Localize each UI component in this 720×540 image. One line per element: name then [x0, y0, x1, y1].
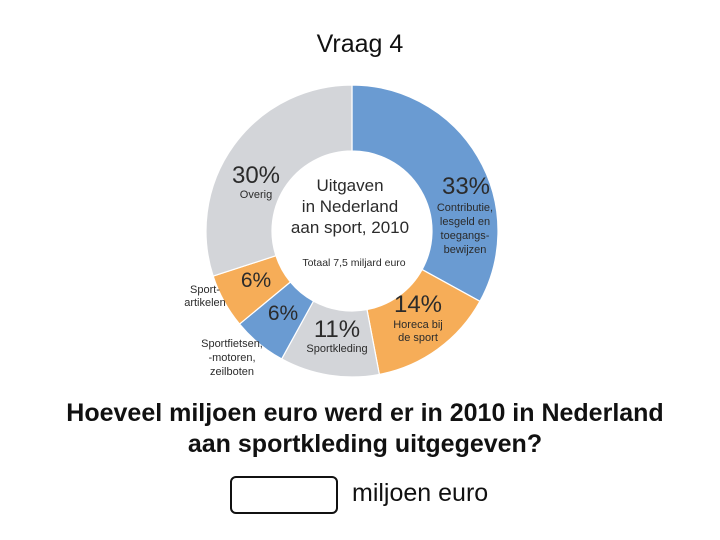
slice-percent-label: 14%	[394, 291, 442, 318]
slice-percent-label: 11%	[314, 316, 360, 343]
slice-category-label: Horeca bij de sport	[393, 319, 443, 344]
slice-category-label: Overig	[240, 189, 272, 201]
slice-percent-label: 33%	[442, 173, 490, 200]
center-subtitle: Totaal 7,5 miljard euro	[302, 257, 405, 269]
question-line-2: aan sportkleding uitgegeven?	[187, 430, 543, 458]
slice-category-label: Sportfietsen, -motoren, zeilboten	[201, 338, 263, 378]
slice-1	[351, 84, 499, 303]
question-text: Hoeveel miljoen euro werd er in 2010 in …	[20, 398, 710, 460]
question-line-1: Hoeveel miljoen euro werd er in 2010 in …	[66, 399, 664, 427]
slice-percent-label: 30%	[232, 162, 280, 189]
answer-unit-label: miljoen euro	[352, 479, 489, 507]
slice-percent-label: 6%	[241, 269, 271, 292]
slice-percent-label: 6%	[268, 302, 298, 325]
center-title: Uitgaven in Nederland aan sport, 2010	[291, 176, 409, 237]
question-title: Vraag 4	[316, 30, 404, 58]
donut-chart: 33%Contributie, lesgeld en toegangs-bewijz…	[184, 84, 499, 378]
donut-hole	[273, 152, 431, 310]
slice-category-label: Contributie, lesgeld en toegangs-bewijzen	[437, 202, 493, 256]
slice-category-label: Sportkleding	[306, 343, 367, 355]
slice-category-label: Sport-artikelen	[184, 284, 226, 309]
slice-6	[205, 84, 353, 277]
answer-input[interactable]	[230, 476, 338, 514]
